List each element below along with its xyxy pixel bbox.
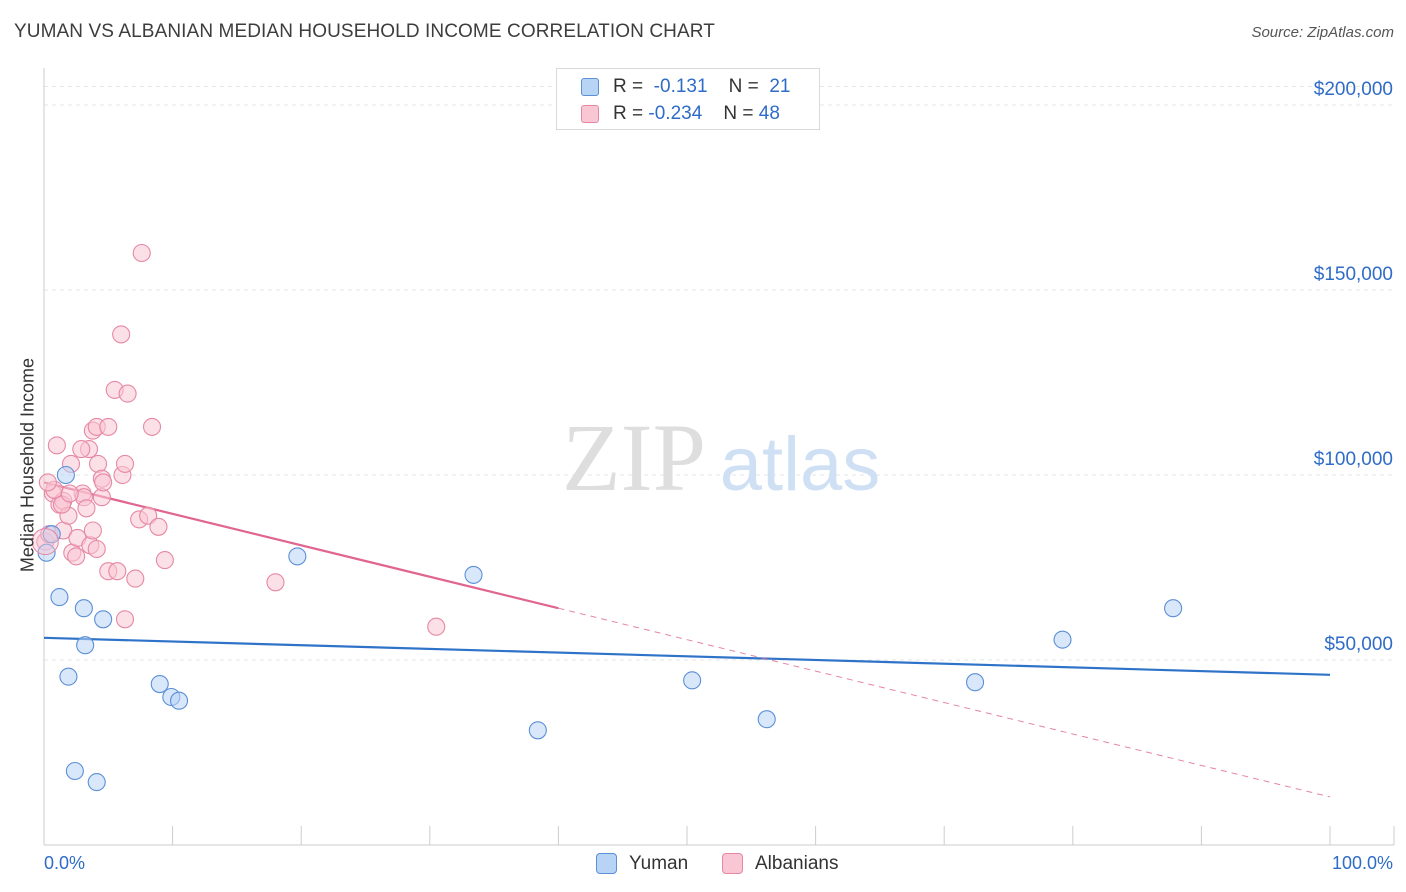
yuman-point: [757, 710, 776, 729]
yuman-point: [87, 773, 106, 792]
correlation-legend: R = -0.131 N = 21 R = -0.234 N = 48: [556, 68, 820, 130]
y-axis-label-wrap: Median Household Income: [14, 300, 42, 630]
y-tick-label: $150,000: [1314, 264, 1393, 285]
yuman-point: [1164, 599, 1183, 618]
albanians-point: [60, 484, 79, 503]
albanians-point: [112, 325, 131, 344]
albanians-point: [99, 417, 118, 436]
legend-n-label: N =: [728, 76, 759, 97]
watermark-atlas: atlas: [720, 422, 881, 507]
albanians-point: [155, 551, 174, 570]
legend-row-yuman: R = -0.131 N = 21: [581, 75, 817, 99]
yuman-legend-swatch: [596, 853, 617, 874]
chart-title: YUMAN VS ALBANIAN MEDIAN HOUSEHOLD INCOM…: [14, 21, 715, 42]
legend-row-albanians: R = -0.234 N = 48: [581, 102, 817, 126]
albanians-point: [72, 440, 91, 459]
albanians-point: [115, 610, 135, 629]
albanians-point: [132, 243, 151, 263]
legend-n-label: N =: [723, 103, 754, 124]
x-tick-label-min: 0.0%: [44, 853, 85, 873]
watermark: ZIP atlas: [562, 404, 880, 511]
albanians-legend-swatch: [722, 853, 743, 874]
yuman-point: [42, 525, 61, 544]
yuman-point: [74, 599, 93, 618]
yuman-point: [59, 667, 78, 686]
yuman-n-value: 21: [769, 76, 791, 97]
albanians-point: [139, 506, 158, 525]
albanians-point: [67, 547, 86, 566]
y-axis-label: Median Household Income: [17, 357, 38, 573]
albanians-point: [94, 473, 113, 492]
yuman-point: [464, 565, 483, 584]
axes: [43, 68, 1395, 846]
yuman-legend-label: Yuman: [629, 853, 689, 874]
albanians-trendline: [43, 481, 559, 610]
yuman-point: [528, 721, 547, 740]
gridlines: [44, 86, 1394, 661]
albanians-legend-label: Albanians: [755, 853, 839, 874]
albanians-swatch: [581, 105, 599, 123]
data-points: [31, 243, 1183, 792]
watermark-zip: ZIP: [562, 404, 706, 511]
yuman-point: [150, 674, 169, 694]
albanians-point: [31, 528, 59, 556]
albanians-point: [83, 521, 102, 540]
yuman-point: [56, 465, 75, 485]
x-tick-label-max: 100.0%: [1332, 853, 1393, 873]
albanians-point: [118, 384, 137, 403]
y-tick-label: $50,000: [1324, 634, 1393, 655]
albanians-point: [87, 539, 106, 559]
legend-r-label: R =: [613, 103, 644, 124]
albanians-point: [38, 473, 57, 492]
yuman-point: [76, 636, 95, 655]
yuman-point: [288, 547, 307, 566]
source-credit: Source: ZipAtlas.com: [1251, 24, 1394, 41]
yuman-point: [94, 610, 113, 629]
yuman-point: [65, 761, 84, 781]
yuman-point: [1053, 630, 1072, 649]
albanians-point: [142, 417, 162, 436]
albanians-point: [266, 573, 285, 592]
albanians-point: [77, 499, 96, 518]
albanians-point: [126, 569, 145, 588]
albanians-point: [427, 617, 446, 636]
trendlines: [43, 481, 1331, 798]
albanians-point: [149, 517, 168, 536]
yuman-point: [50, 588, 69, 607]
albanians-point: [108, 562, 127, 581]
albanians-point: [115, 454, 135, 473]
yuman-point: [966, 673, 985, 692]
albanians-point: [88, 454, 108, 473]
legend-r-label: R =: [613, 76, 644, 97]
albanians-n-value: 48: [758, 103, 780, 124]
tick-labels: $50,000 $100,000 $150,000 $200,000 0.0% 100.0…: [44, 79, 1393, 873]
albanians-point: [47, 436, 66, 455]
yuman-r-value: -0.131: [653, 76, 708, 97]
yuman-swatch: [581, 78, 599, 96]
albanians-r-value: -0.234: [648, 103, 703, 124]
yuman-point: [169, 691, 189, 710]
y-tick-label: $100,000: [1314, 449, 1393, 470]
albanians-trendline-extension: [558, 607, 1331, 798]
y-tick-label: $200,000: [1314, 79, 1393, 100]
yuman-point: [683, 671, 702, 690]
yuman-trendline: [43, 636, 1331, 676]
